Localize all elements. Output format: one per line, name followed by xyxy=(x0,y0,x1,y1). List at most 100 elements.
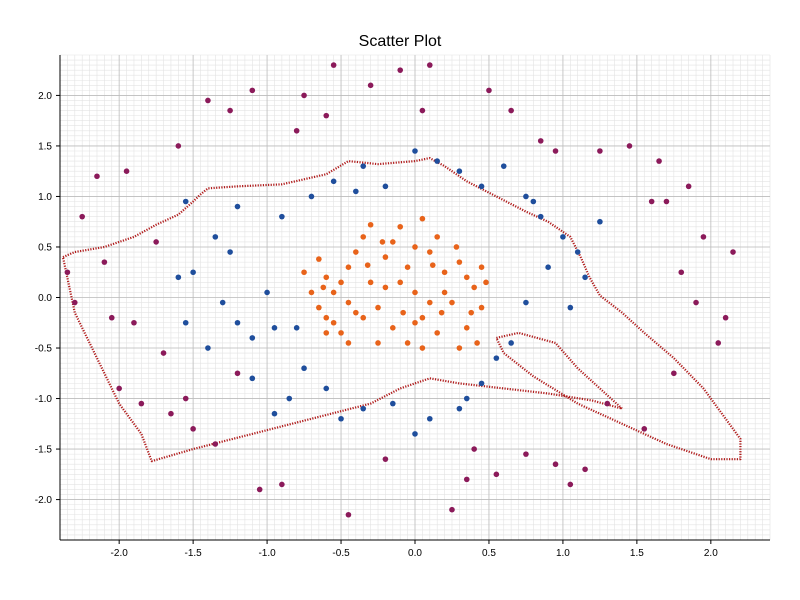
point-middle xyxy=(456,405,463,412)
point-inner xyxy=(419,215,426,222)
point-inner xyxy=(471,284,477,291)
point-outer xyxy=(116,385,122,392)
point-inner xyxy=(412,319,418,326)
grid-major xyxy=(60,55,770,540)
x-tick-label: -1.0 xyxy=(258,548,276,559)
y-tick-label: -2.0 xyxy=(35,495,53,506)
point-middle xyxy=(456,168,463,174)
point-inner xyxy=(301,269,307,276)
y-tick-label: 2.0 xyxy=(38,91,52,102)
point-inner xyxy=(419,345,426,351)
boundary-layer xyxy=(61,156,742,463)
point-inner xyxy=(441,269,448,276)
point-inner xyxy=(397,279,404,286)
point-inner xyxy=(438,309,445,316)
point-middle xyxy=(293,325,300,331)
point-inner xyxy=(400,309,406,316)
point-outer xyxy=(160,350,167,356)
point-outer xyxy=(138,400,145,407)
point-inner xyxy=(338,330,344,336)
point-inner xyxy=(345,264,352,270)
point-inner xyxy=(478,304,485,311)
point-middle xyxy=(308,193,315,200)
point-middle xyxy=(478,380,485,387)
point-middle xyxy=(271,325,278,331)
y-tick-label: 0.0 xyxy=(38,293,52,304)
point-outer xyxy=(419,107,426,114)
point-inner xyxy=(323,314,330,321)
point-inner xyxy=(441,289,448,296)
point-outer xyxy=(79,213,85,220)
point-outer xyxy=(153,239,159,245)
point-middle xyxy=(537,213,544,220)
point-inner xyxy=(390,239,396,245)
point-outer xyxy=(330,62,337,68)
point-middle xyxy=(545,264,551,270)
point-inner xyxy=(478,264,485,270)
point-middle xyxy=(271,410,278,417)
point-inner xyxy=(345,340,352,346)
point-inner xyxy=(390,325,396,331)
point-middle xyxy=(227,249,233,255)
point-outer xyxy=(227,107,233,114)
y-tick-label: 1.5 xyxy=(38,141,52,152)
point-middle xyxy=(323,385,330,392)
point-outer xyxy=(523,451,529,457)
point-outer xyxy=(552,148,559,154)
point-outer xyxy=(582,466,588,473)
point-middle xyxy=(493,355,500,361)
y-tick-label: -1.5 xyxy=(35,445,53,456)
point-inner xyxy=(308,289,315,296)
point-outer xyxy=(641,426,648,432)
point-outer xyxy=(656,158,662,164)
point-outer xyxy=(175,143,182,149)
point-inner xyxy=(429,262,436,268)
point-middle xyxy=(463,395,470,402)
point-middle xyxy=(412,431,418,437)
point-outer xyxy=(604,400,611,407)
x-tick-label: -1.5 xyxy=(185,548,203,559)
point-middle xyxy=(478,183,485,190)
point-outer xyxy=(722,314,729,321)
points-layer xyxy=(64,62,736,518)
point-outer xyxy=(537,138,544,144)
point-inner xyxy=(412,289,418,296)
point-middle xyxy=(330,178,337,185)
point-middle xyxy=(582,274,588,281)
point-middle xyxy=(249,335,256,341)
point-middle xyxy=(567,304,574,311)
point-inner xyxy=(323,274,330,281)
point-middle xyxy=(360,405,367,412)
point-middle xyxy=(500,163,507,169)
point-outer xyxy=(471,446,477,452)
point-inner xyxy=(483,279,489,286)
point-outer xyxy=(730,249,736,255)
point-middle xyxy=(234,319,241,326)
point-inner xyxy=(453,244,460,250)
point-outer xyxy=(94,173,100,180)
point-inner xyxy=(419,314,426,321)
point-inner xyxy=(353,309,359,316)
point-inner xyxy=(463,325,470,331)
point-middle xyxy=(279,213,285,220)
point-outer xyxy=(71,299,78,306)
point-middle xyxy=(234,203,241,210)
point-outer xyxy=(493,471,500,478)
point-middle xyxy=(301,365,307,372)
point-outer xyxy=(345,511,352,518)
point-inner xyxy=(330,289,337,296)
point-inner xyxy=(463,274,470,281)
point-inner xyxy=(397,223,404,230)
point-outer xyxy=(256,486,263,493)
point-outer xyxy=(671,370,677,377)
point-outer xyxy=(182,395,189,402)
x-tick-label: 0.5 xyxy=(482,548,496,559)
point-middle xyxy=(190,269,196,276)
y-tick-label: 1.0 xyxy=(38,192,52,203)
point-inner xyxy=(404,340,411,346)
point-inner xyxy=(426,249,433,255)
point-outer xyxy=(449,506,455,513)
point-outer xyxy=(293,127,300,134)
point-outer xyxy=(678,269,685,276)
